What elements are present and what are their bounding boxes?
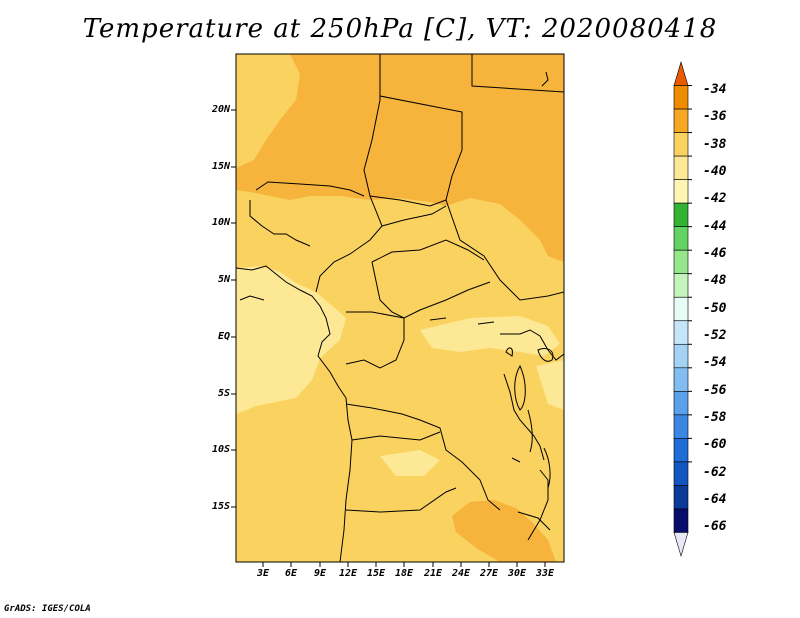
colorbar-segment <box>673 273 689 298</box>
band-38-40-north <box>236 54 564 262</box>
colorbar-segment <box>673 179 689 204</box>
lat-label: EQ <box>217 331 230 342</box>
chart-title: Temperature at 250hPa [C], VT: 202008041… <box>82 14 718 44</box>
credit-text: GrADS: IGES/COLA <box>4 604 91 614</box>
colorbar-label: -34 <box>703 82 727 97</box>
lat-label: 15S <box>211 501 230 512</box>
lakes <box>429 71 554 489</box>
colorbar-label: -52 <box>703 328 727 343</box>
lon-label: 3E <box>256 568 270 579</box>
colorbar-top-arrow <box>673 60 689 86</box>
temperature-field <box>236 54 564 562</box>
colorbar-label: -64 <box>703 492 727 507</box>
colorbar-label: -42 <box>703 191 727 206</box>
colorbar <box>673 60 692 558</box>
colorbar-bottom-arrow <box>673 532 689 558</box>
map-frame <box>235 53 565 563</box>
colorbar-label: -66 <box>703 519 727 534</box>
colorbar-segment <box>673 485 689 510</box>
band-42-44-east <box>536 360 564 410</box>
colorbar-segment <box>673 461 689 486</box>
band-42-44-congo <box>420 316 560 356</box>
colorbar-label: -50 <box>703 301 727 316</box>
colorbar-segment <box>673 508 689 533</box>
colorbar-label: -56 <box>703 383 727 398</box>
colorbar-label: -58 <box>703 410 727 425</box>
colorbar-segment <box>673 202 689 227</box>
lon-label: 24E <box>451 568 471 579</box>
lat-label: 15N <box>211 161 230 172</box>
colorbar-segment <box>673 343 689 369</box>
lat-label: 10N <box>211 217 230 228</box>
band-42-44-west <box>236 266 346 414</box>
colorbar-segment <box>673 249 689 275</box>
lat-label: 5S <box>217 388 230 399</box>
colorbar-segment <box>673 85 689 110</box>
lon-label: 33E <box>535 568 555 579</box>
band-38-40-se <box>452 500 556 562</box>
colorbar-segment <box>673 367 689 392</box>
colorbar-segment <box>673 414 689 439</box>
colorbar-label: -36 <box>703 109 727 124</box>
lat-label: 10S <box>211 444 230 455</box>
colorbar-label: -44 <box>703 219 727 234</box>
colorbar-label: -48 <box>703 273 727 288</box>
colorbar-segment <box>673 320 689 345</box>
colorbar-label: -60 <box>703 437 727 452</box>
colorbar-segment <box>673 438 689 463</box>
lat-label: 20N <box>211 104 230 115</box>
lon-label: 30E <box>507 568 527 579</box>
colorbar-segment <box>673 296 689 322</box>
colorbar-segment <box>673 226 689 251</box>
lon-label: 9E <box>313 568 327 579</box>
colorbar-segment <box>673 108 689 133</box>
lon-label: 27E <box>479 568 499 579</box>
lon-label: 18E <box>394 568 414 579</box>
lon-label: 6E <box>284 568 298 579</box>
colorbar-label: -62 <box>703 465 727 480</box>
colorbar-label: -54 <box>703 355 727 370</box>
lat-label: 5N <box>217 274 230 285</box>
band-42-44-south <box>380 450 440 476</box>
colorbar-label: -38 <box>703 137 727 152</box>
lon-label: 12E <box>338 568 358 579</box>
colorbar-label: -46 <box>703 246 727 261</box>
lon-label: 15E <box>366 568 386 579</box>
colorbar-label: -40 <box>703 164 727 179</box>
axis-ticks <box>231 109 546 567</box>
colorbar-segment <box>673 132 689 157</box>
colorbar-segment <box>673 155 689 180</box>
country-borders <box>236 54 564 562</box>
band-40-42-nw <box>236 54 300 168</box>
colorbar-segment <box>673 391 689 416</box>
lon-label: 21E <box>423 568 443 579</box>
